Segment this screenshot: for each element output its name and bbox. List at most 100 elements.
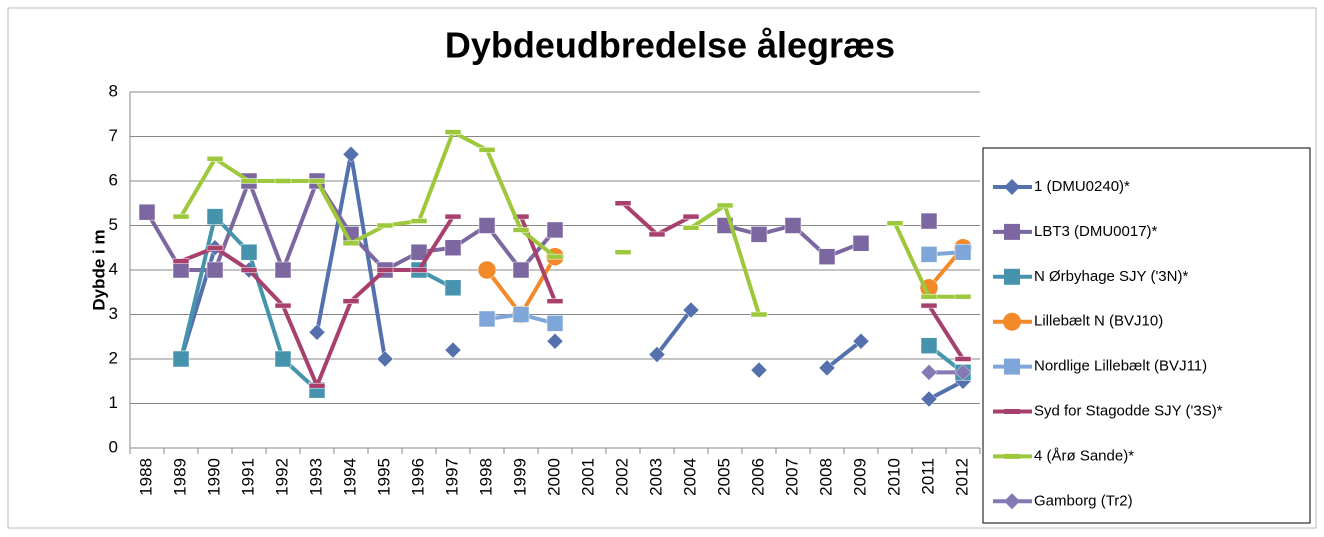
y-tick-label: 4: [109, 259, 118, 278]
data-point: [444, 279, 462, 297]
data-point: [376, 267, 394, 273]
chart-title: Dybdeudbredelse ålegræs: [445, 25, 895, 66]
y-tick-label: 0: [109, 437, 118, 456]
data-point: [886, 220, 904, 227]
data-point: [240, 243, 258, 261]
legend-marker: [1004, 268, 1020, 285]
data-point: [342, 298, 360, 304]
data-point: [920, 302, 938, 309]
y-tick-label: 2: [109, 348, 118, 367]
data-point: [682, 301, 700, 319]
data-point: [920, 212, 938, 230]
data-point: [546, 315, 564, 332]
x-tick-label: 1995: [374, 458, 393, 496]
data-point: [512, 306, 530, 323]
legend-label: Lillebælt N (BVJ10): [1034, 313, 1163, 330]
data-point: [920, 363, 938, 381]
x-tick-label: 2009: [850, 458, 869, 496]
legend-label: Nordlige Lillebælt (BVJ11): [1034, 358, 1207, 375]
legend-marker: [1004, 223, 1020, 240]
legend-label: 1 (DMU0240)*: [1034, 178, 1130, 195]
x-tick-label: 2000: [544, 458, 563, 496]
x-tick-label: 2003: [646, 458, 665, 496]
data-point: [512, 213, 530, 220]
data-point: [274, 302, 292, 309]
data-point: [716, 202, 734, 209]
x-tick-label: 2011: [918, 458, 937, 495]
data-point: [308, 323, 326, 341]
data-point: [172, 350, 190, 368]
x-tick-label: 1993: [306, 458, 325, 496]
data-point: [478, 147, 496, 153]
data-point: [818, 359, 836, 377]
legend-marker: [1003, 312, 1021, 331]
data-point: [750, 311, 768, 318]
legend-marker: [1004, 409, 1020, 414]
legend-marker: [1004, 493, 1020, 510]
data-point: [648, 231, 666, 238]
data-point: [920, 390, 938, 408]
x-tick-label: 2008: [816, 458, 835, 496]
data-point: [308, 178, 326, 184]
data-point: [920, 337, 938, 354]
x-tick-label: 2010: [884, 458, 903, 496]
legend-label: Gamborg (Tr2): [1034, 492, 1133, 509]
data-point: [477, 260, 497, 280]
data-point: [172, 261, 190, 279]
data-point: [750, 361, 768, 379]
x-tick-label: 1998: [476, 458, 495, 496]
legend-marker: [1004, 179, 1020, 195]
data-point: [512, 261, 530, 279]
data-point: [444, 129, 462, 135]
data-point: [138, 203, 156, 221]
data-point: [206, 156, 224, 162]
data-point: [920, 293, 938, 300]
data-point: [954, 243, 972, 261]
data-point: [444, 341, 462, 359]
y-tick-label: 6: [109, 170, 118, 189]
data-point: [920, 246, 938, 263]
x-tick-label: 1989: [170, 458, 189, 496]
data-point: [206, 208, 224, 225]
data-point: [954, 293, 972, 300]
x-tick-label: 2007: [782, 458, 801, 496]
y-tick-label: 8: [109, 81, 118, 100]
data-point: [410, 218, 428, 224]
data-point: [444, 213, 462, 220]
x-tick-label: 1988: [136, 458, 155, 496]
data-point: [342, 145, 360, 163]
x-tick-label: 1999: [510, 458, 529, 496]
data-point: [172, 213, 190, 220]
x-tick-label: 2005: [714, 458, 733, 496]
data-point: [512, 227, 530, 233]
legend-label: 4 (Årø Sande)*: [1034, 447, 1134, 464]
data-point: [410, 267, 428, 273]
data-point: [342, 240, 360, 247]
data-point: [954, 363, 972, 381]
y-tick-label: 1: [109, 393, 118, 412]
legend-box: [982, 147, 1311, 524]
data-point: [206, 261, 224, 279]
x-tick-label: 2004: [680, 458, 699, 496]
y-tick-label: 7: [109, 126, 118, 145]
x-tick-label: 2006: [748, 458, 767, 496]
x-tick-label: 1991: [238, 458, 257, 496]
legend-label: LBT3 (DMU0017)*: [1034, 223, 1158, 240]
legend-label: N Ørbyhage SJY ('3N)*: [1034, 268, 1188, 285]
data-point: [852, 332, 870, 350]
x-tick-label: 2002: [612, 458, 631, 496]
data-point: [274, 350, 292, 368]
data-point: [172, 258, 190, 264]
legend-marker: [1004, 453, 1020, 459]
data-point: [240, 267, 258, 273]
data-point: [274, 261, 292, 279]
data-point: [682, 213, 700, 220]
data-point: [410, 243, 428, 261]
data-point: [750, 226, 768, 243]
x-tick-label: 1990: [204, 458, 223, 496]
data-point: [308, 382, 326, 389]
data-point: [240, 178, 258, 184]
x-tick-label: 2012: [952, 458, 971, 496]
x-tick-label: 1996: [408, 458, 427, 496]
data-point: [478, 217, 496, 234]
